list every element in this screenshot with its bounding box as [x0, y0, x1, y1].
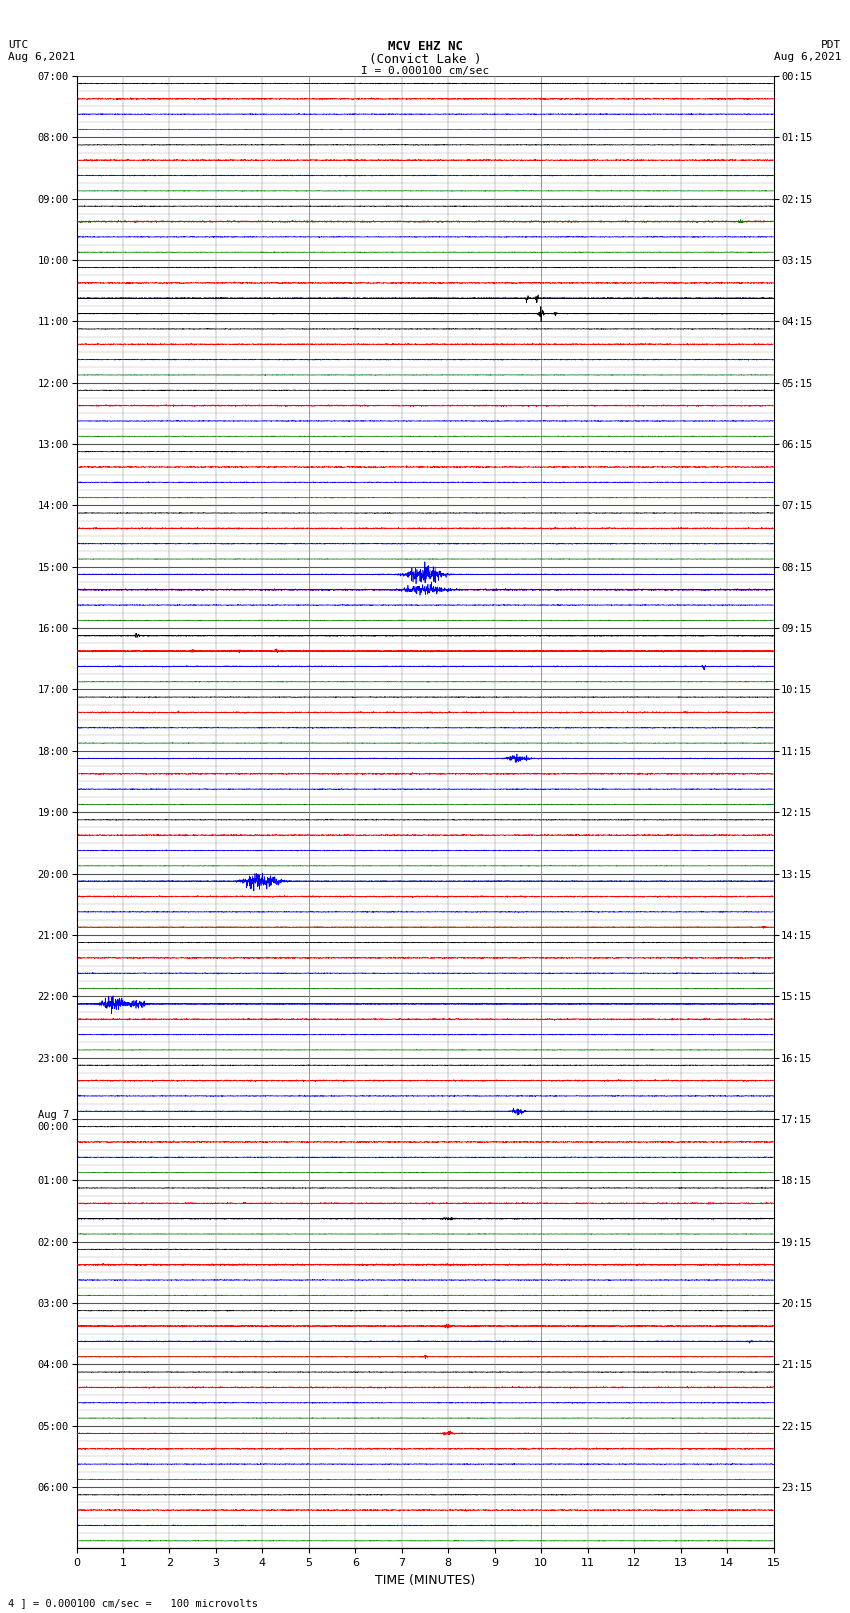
- Text: MCV EHZ NC: MCV EHZ NC: [388, 40, 462, 53]
- Text: Aug 6,2021: Aug 6,2021: [8, 52, 76, 61]
- X-axis label: TIME (MINUTES): TIME (MINUTES): [375, 1574, 475, 1587]
- Text: 4 ] = 0.000100 cm/sec =   100 microvolts: 4 ] = 0.000100 cm/sec = 100 microvolts: [8, 1598, 258, 1608]
- Text: PDT: PDT: [821, 40, 842, 50]
- Text: I = 0.000100 cm/sec: I = 0.000100 cm/sec: [361, 66, 489, 76]
- Text: (Convict Lake ): (Convict Lake ): [369, 53, 481, 66]
- Text: UTC: UTC: [8, 40, 29, 50]
- Text: Aug 6,2021: Aug 6,2021: [774, 52, 842, 61]
